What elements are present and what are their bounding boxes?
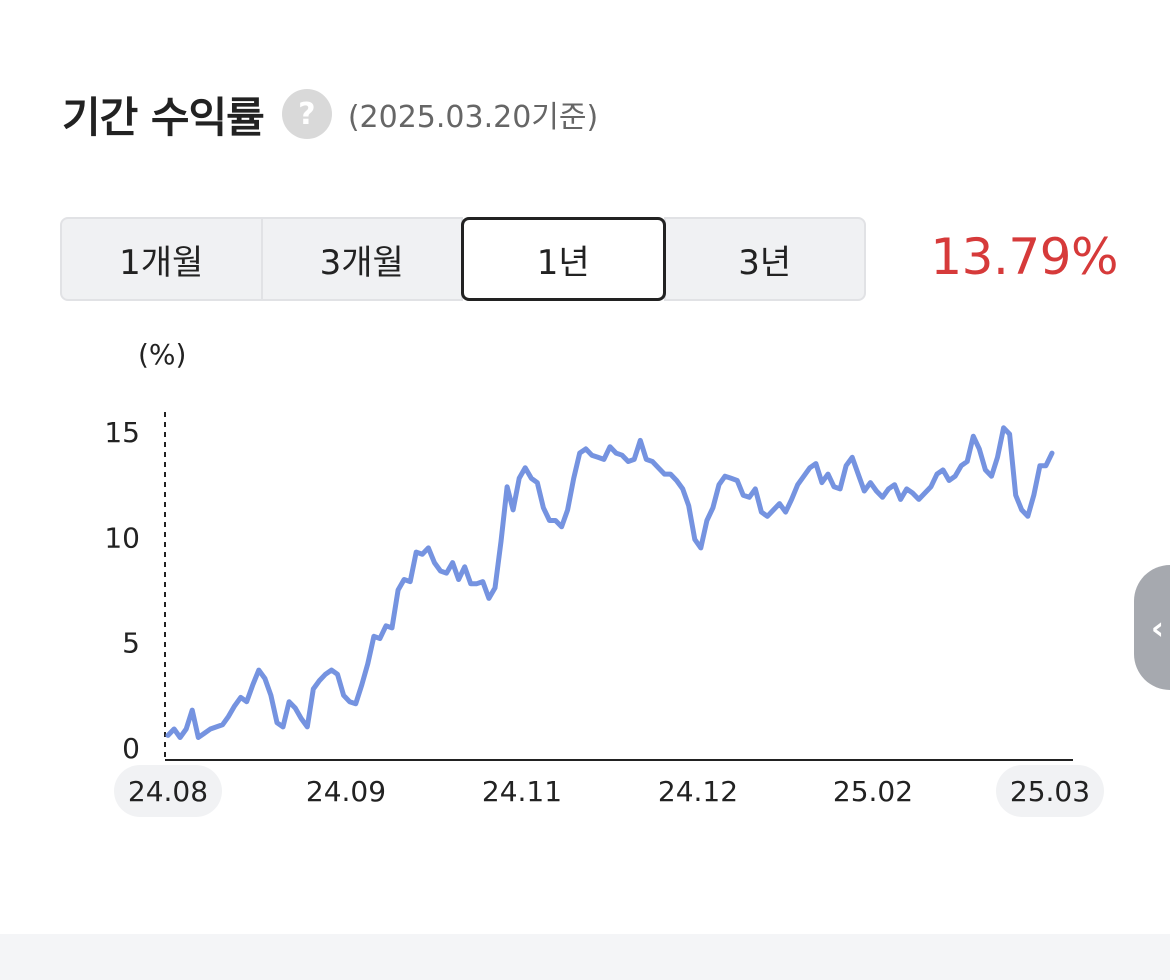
return-chart: (%) 0 5 10 15 24.08 24.09 24.11 24.12 25.02 25.0… — [104, 338, 1104, 817]
return-value: 13.79% — [930, 228, 1118, 286]
tab-3-years[interactable]: 3년 — [663, 217, 866, 301]
section-header: 기간 수익률 ? (2025.03.20기준) — [62, 84, 598, 144]
period-tabs: 1개월 3개월 1년 3년 — [60, 217, 866, 301]
x-tick-label: 24.09 — [306, 775, 386, 808]
x-tick-highlight — [996, 765, 1104, 817]
y-tick-label: 10 — [104, 521, 140, 554]
tab-3-months[interactable]: 3개월 — [260, 217, 463, 301]
tab-1-month[interactable]: 1개월 — [60, 217, 263, 301]
y-axis-ticks: 0 5 10 15 — [104, 416, 140, 765]
y-tick-label: 15 — [104, 416, 140, 449]
question-mark-icon[interactable]: ? — [281, 89, 332, 139]
return-line — [165, 425, 1055, 740]
tab-1-year[interactable]: 1년 — [461, 217, 666, 301]
x-tick-label: 25.03 — [1010, 775, 1090, 808]
page-title: 기간 수익률 — [62, 92, 265, 142]
y-tick-label: 5 — [122, 627, 140, 660]
x-tick-highlight — [114, 765, 222, 817]
side-panel-handle[interactable]: ‹ — [1134, 565, 1170, 690]
basis-date: (2025.03.20기준) — [347, 100, 599, 135]
x-tick-label: 24.12 — [658, 775, 738, 808]
x-tick-label: 24.11 — [482, 775, 562, 808]
y-axis-unit-label: (%) — [138, 338, 186, 371]
y-tick-label: 0 — [122, 732, 140, 765]
chevron-left-icon: ‹ — [1150, 608, 1164, 647]
bottom-divider — [0, 934, 1170, 980]
x-tick-label: 24.08 — [128, 775, 208, 808]
x-axis-ticks: 24.08 24.09 24.11 24.12 25.02 25.03 — [114, 765, 1104, 817]
x-tick-label: 25.02 — [833, 775, 913, 808]
